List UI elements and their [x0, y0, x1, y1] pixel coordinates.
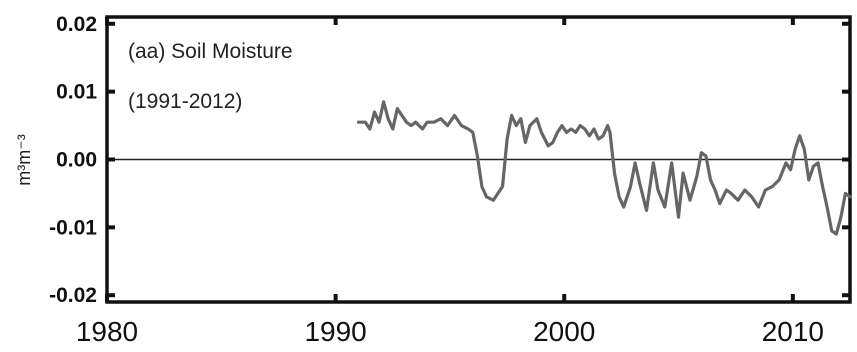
soil-moisture-series-line [356, 100, 852, 236]
series-layer [356, 100, 852, 236]
x-tick-label: 2010 [762, 316, 824, 347]
labels-layer: 1980 1990 2000 2010 0.02 0.01 0.00 -0.01 -0.02 [49, 13, 824, 347]
y-tick-label: 0.01 [56, 81, 97, 104]
y-axis-label: m³m⁻³ [14, 134, 34, 185]
y-tick-label: 0.00 [56, 149, 97, 172]
ticks-layer [105, 17, 850, 302]
x-tick-label: 1980 [76, 316, 138, 347]
x-tick-label: 2000 [533, 316, 595, 347]
y-tick-label: 0.02 [56, 13, 97, 36]
chart-annotation-period: (1991-2012) [128, 90, 242, 113]
chart-annotation-title: (aa) Soil Moisture [128, 40, 293, 63]
x-tick-label: 1990 [304, 316, 366, 347]
y-tick-label: -0.01 [49, 216, 97, 239]
y-tick-label: -0.02 [49, 284, 97, 307]
